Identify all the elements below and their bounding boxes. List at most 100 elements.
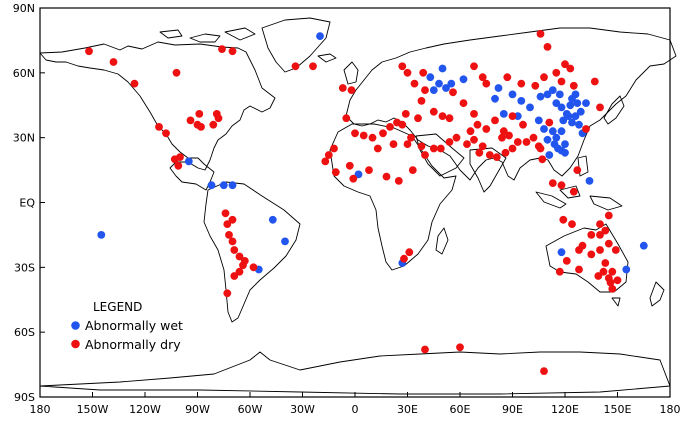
axis-ticks: 180 150W 120W 90W 60W 30W 0 30E 60E 90E 120E 150E 18… <box>13 2 681 416</box>
dry-station-marker <box>470 110 478 118</box>
dry-station-marker <box>230 246 239 254</box>
dry-station-marker <box>401 110 410 118</box>
wet-station-marker <box>426 73 435 82</box>
wet-station-marker <box>576 107 585 116</box>
dry-station-marker <box>555 267 564 276</box>
dry-station-marker <box>338 84 347 92</box>
dry-station-marker <box>536 144 545 153</box>
wet-station-marker <box>207 181 216 190</box>
dry-station-marker <box>309 62 317 71</box>
wet-station-marker <box>429 86 438 94</box>
wet-station-marker <box>442 84 450 92</box>
wet-station-marker <box>545 151 554 159</box>
legend-dry-label: Abnormally dry <box>85 337 181 352</box>
dry-station-marker <box>508 112 517 120</box>
x-tick-label: 150E <box>604 403 632 416</box>
dry-station-marker <box>573 166 582 175</box>
dry-station-marker <box>421 151 429 159</box>
dry-station-marker <box>557 181 566 190</box>
dry-station-marker <box>109 58 118 66</box>
x-tick-label: 180 <box>660 403 681 416</box>
wet-station-marker <box>557 103 566 112</box>
wet-station-marker <box>536 92 545 101</box>
wet-station-marker <box>184 157 193 166</box>
dry-station-marker <box>599 267 608 276</box>
dry-station-marker <box>559 215 568 224</box>
dry-station-marker <box>417 142 426 151</box>
wet-station-marker <box>435 79 443 88</box>
dry-station-marker <box>578 241 587 250</box>
wet-station-marker <box>517 97 526 105</box>
dry-station-marker <box>582 125 590 133</box>
dry-station-marker <box>176 153 184 162</box>
dry-station-marker <box>214 114 223 123</box>
dry-station-marker <box>568 220 576 229</box>
dry-station-marker <box>596 220 604 229</box>
dry-station-marker <box>470 62 478 71</box>
wet-station-marker <box>552 133 561 142</box>
dry-station-marker <box>538 155 547 164</box>
y-tick-label: 60N <box>13 67 35 80</box>
dry-station-marker <box>611 246 620 254</box>
dry-station-marker <box>601 259 610 267</box>
dry-station-marker <box>345 161 354 170</box>
dry-station-marker <box>491 116 499 125</box>
dry-station-marker <box>445 138 454 146</box>
wet-station-marker <box>548 86 557 94</box>
dry-station-marker <box>513 138 522 146</box>
dry-station-marker <box>400 254 408 263</box>
dry-station-marker <box>604 239 613 248</box>
wet-station-marker <box>561 148 569 157</box>
dry-station-marker <box>587 250 596 259</box>
dry-station-marker <box>552 68 561 77</box>
wet-station-marker <box>543 135 552 144</box>
dry-station-marker <box>155 123 163 131</box>
wet-station-marker <box>564 112 573 120</box>
dry-station-marker <box>596 231 604 239</box>
dry-station-marker <box>373 144 382 153</box>
y-tick-label: 60S <box>14 326 35 339</box>
dry-station-marker <box>321 157 330 166</box>
legend-title: LEGEND <box>93 300 142 314</box>
dry-station-marker <box>421 345 429 354</box>
dry-station-marker <box>342 114 351 123</box>
wet-station-marker <box>571 112 580 120</box>
dry-station-marker <box>466 127 475 136</box>
dry-station-marker <box>613 276 622 285</box>
y-tick-label: 30N <box>13 132 35 145</box>
dry-station-marker <box>389 140 398 149</box>
dry-station-marker <box>561 60 569 69</box>
legend: LEGEND Abnormally wet Abnormally dry <box>71 300 183 352</box>
dry-station-marker <box>517 79 526 88</box>
dry-station-marker <box>209 120 218 129</box>
dry-station-marker <box>473 120 482 129</box>
dry-station-marker <box>195 110 204 118</box>
wet-station-marker <box>438 64 447 73</box>
dry-station-marker <box>228 237 237 246</box>
dry-station-marker <box>330 144 338 153</box>
dry-station-marker <box>531 81 540 90</box>
dry-station-marker <box>545 118 554 127</box>
dry-station-marker <box>405 248 414 257</box>
dry-station-marker <box>459 99 468 107</box>
x-tick-label: 30E <box>397 403 418 416</box>
wet-station-marker <box>97 231 106 239</box>
dry-station-marker <box>186 116 195 125</box>
dry-station-marker <box>351 129 359 138</box>
x-tick-label: 60W <box>238 403 263 416</box>
dry-station-marker <box>417 97 426 105</box>
dry-station-marker <box>162 129 170 138</box>
wet-station-marker <box>573 99 582 107</box>
dry-station-marker <box>601 226 610 235</box>
wet-station-marker <box>508 90 517 99</box>
dry-station-marker <box>398 120 407 129</box>
wet-station-marker <box>540 125 548 133</box>
dry-station-marker <box>503 73 512 82</box>
dry-station-marker <box>347 86 356 94</box>
wet-station-marker <box>561 140 569 149</box>
dry-station-marker <box>543 43 552 51</box>
dry-station-marker <box>249 263 258 272</box>
dry-station-marker <box>368 133 377 142</box>
dry-station-marker <box>478 142 487 151</box>
dry-station-marker <box>505 131 513 140</box>
